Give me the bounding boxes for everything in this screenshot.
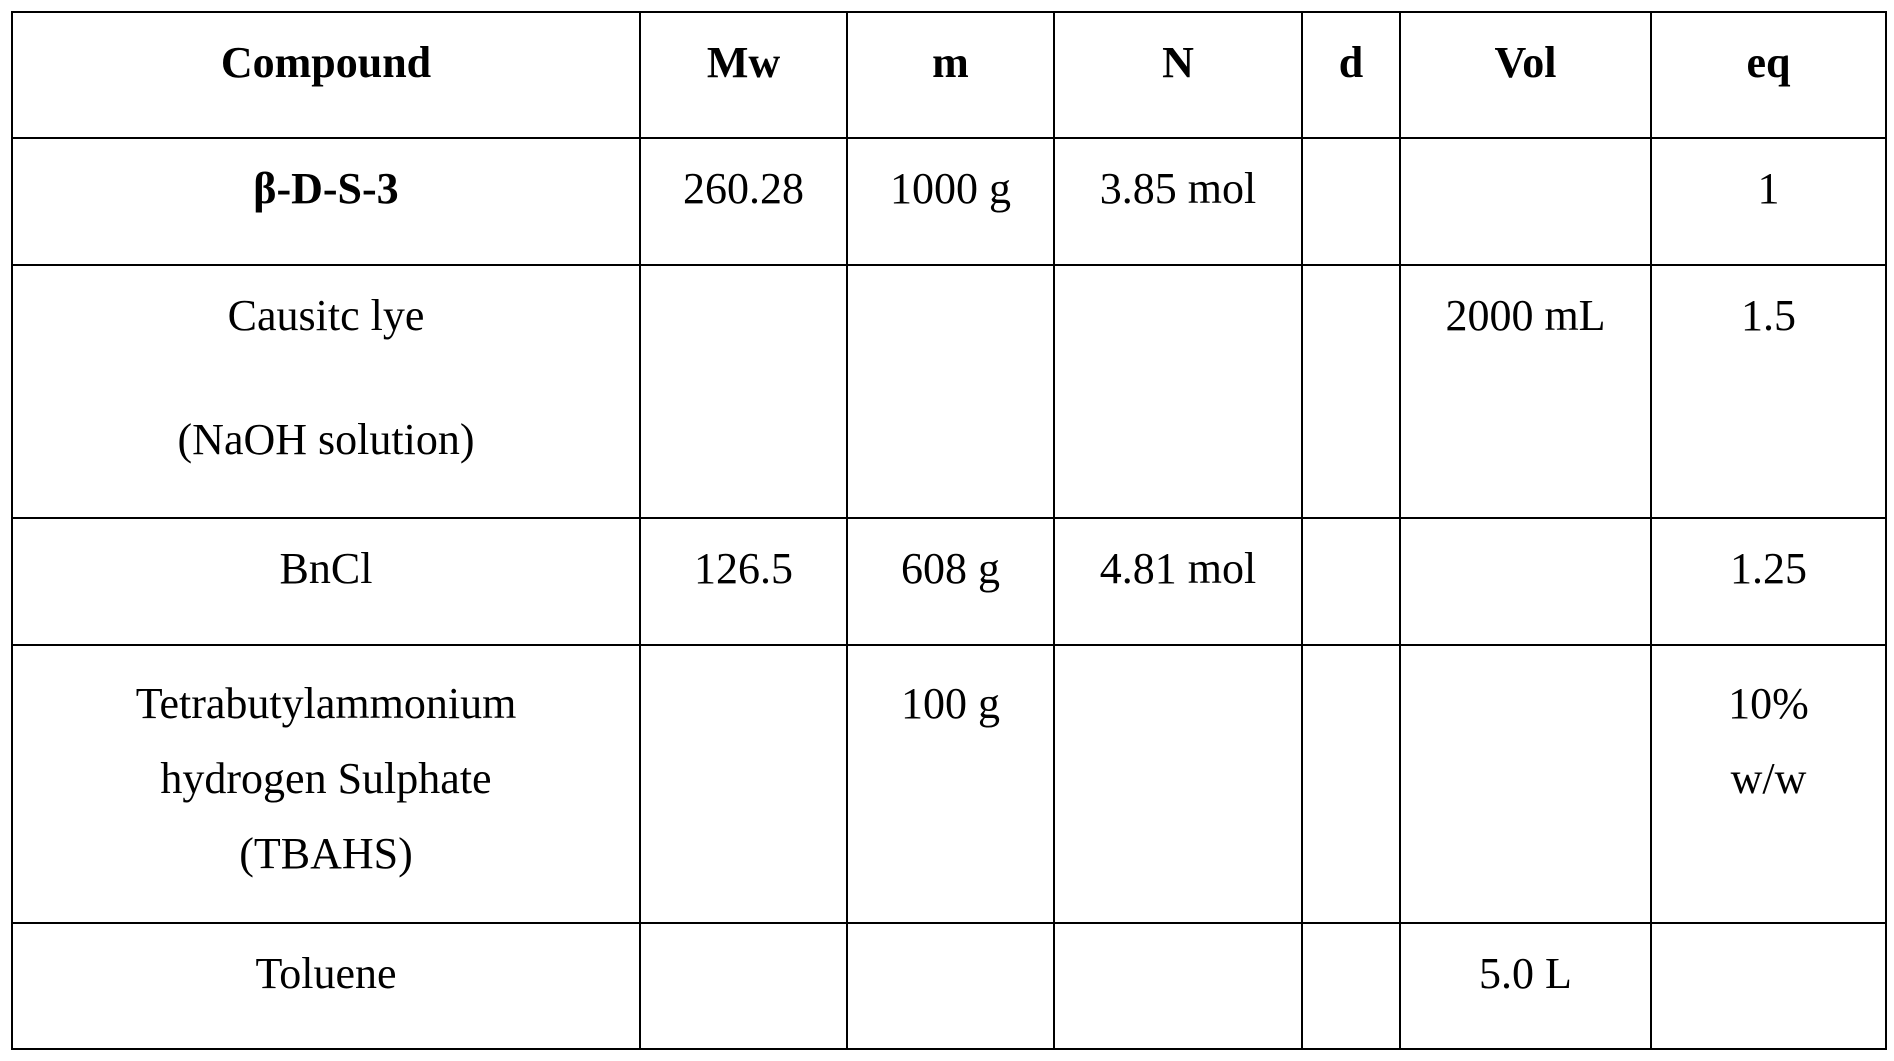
compound-name-detail: (NaOH solution) [177, 415, 475, 464]
cell-d [1301, 922, 1401, 1050]
compound-name: Toluene [255, 949, 397, 998]
compound-name-line2: hydrogen Sulphate [160, 754, 492, 803]
eq-value: 10% [1728, 679, 1809, 728]
eq-value: 1.5 [1741, 291, 1796, 340]
header-n: N [1053, 11, 1303, 139]
cell-m: 608 g [846, 517, 1055, 646]
compound-name: Tetrabutylammonium [135, 679, 517, 728]
cell-eq: 10% w/w [1650, 644, 1887, 924]
cell-eq: 1.25 [1650, 517, 1887, 646]
cell-mw [639, 264, 848, 519]
compound-name: Causitc lye [227, 291, 425, 340]
cell-d [1301, 264, 1401, 519]
cell-mw [639, 922, 848, 1050]
cell-compound: BnCl [11, 517, 641, 646]
cell-m: 1000 g [846, 137, 1055, 266]
cell-mw: 126.5 [639, 517, 848, 646]
table-row: Toluene 5.0 L [11, 922, 1887, 1050]
cell-compound: Tetrabutylammonium hydrogen Sulphate (TB… [11, 644, 641, 924]
header-vol: Vol [1399, 11, 1652, 139]
reagents-table: Compound Mw m N d Vol eq β-D-S-3 260.28 … [11, 11, 1887, 1050]
table-row: β-D-S-3 260.28 1000 g 3.85 mol 1 [11, 137, 1887, 266]
cell-n: 3.85 mol [1053, 137, 1303, 266]
cell-vol [1399, 517, 1652, 646]
cell-d [1301, 517, 1401, 646]
cell-d [1301, 137, 1401, 266]
cell-d [1301, 644, 1401, 924]
cell-n: 4.81 mol [1053, 517, 1303, 646]
eq-value: 1 [1757, 164, 1780, 213]
cell-compound: β-D-S-3 [11, 137, 641, 266]
compound-name-abbrev: (TBAHS) [239, 829, 413, 878]
cell-vol [1399, 137, 1652, 266]
cell-vol [1399, 644, 1652, 924]
header-compound: Compound [11, 11, 641, 139]
header-mw: Mw [639, 11, 848, 139]
cell-eq: 1 [1650, 137, 1887, 266]
cell-mw [639, 644, 848, 924]
cell-n [1053, 644, 1303, 924]
cell-eq [1650, 922, 1887, 1050]
compound-name: BnCl [279, 544, 373, 593]
header-m: m [846, 11, 1055, 139]
compound-name: β-D-S-3 [253, 164, 399, 213]
cell-vol: 2000 mL [1399, 264, 1652, 519]
cell-mw: 260.28 [639, 137, 848, 266]
table-row: Tetrabutylammonium hydrogen Sulphate (TB… [11, 644, 1887, 924]
cell-m: 100 g [846, 644, 1055, 924]
cell-compound: Toluene [11, 922, 641, 1050]
table-header-row: Compound Mw m N d Vol eq [11, 11, 1887, 139]
table-row: Causitc lye (NaOH solution) 2000 mL 1.5 [11, 264, 1887, 519]
header-eq: eq [1650, 11, 1887, 139]
mass-value: 100 g [901, 679, 1000, 728]
cell-n [1053, 922, 1303, 1050]
cell-m [846, 264, 1055, 519]
cell-compound: Causitc lye (NaOH solution) [11, 264, 641, 519]
cell-vol: 5.0 L [1399, 922, 1652, 1050]
table-row: BnCl 126.5 608 g 4.81 mol 1.25 [11, 517, 1887, 646]
cell-eq: 1.5 [1650, 264, 1887, 519]
eq-value: 1.25 [1730, 544, 1807, 593]
cell-n [1053, 264, 1303, 519]
cell-m [846, 922, 1055, 1050]
eq-unit: w/w [1730, 754, 1807, 803]
header-d: d [1301, 11, 1401, 139]
